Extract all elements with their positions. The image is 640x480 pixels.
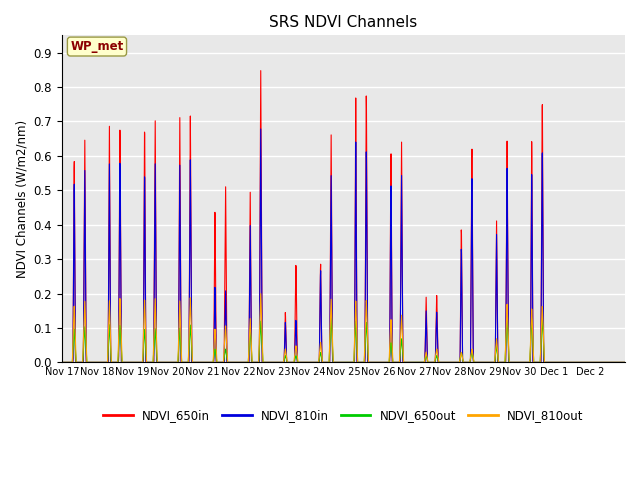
Legend: NDVI_650in, NDVI_810in, NDVI_650out, NDVI_810out: NDVI_650in, NDVI_810in, NDVI_650out, NDV… [99,404,588,427]
Text: WP_met: WP_met [70,40,124,53]
Title: SRS NDVI Channels: SRS NDVI Channels [269,15,417,30]
Y-axis label: NDVI Channels (W/m2/nm): NDVI Channels (W/m2/nm) [15,120,28,278]
